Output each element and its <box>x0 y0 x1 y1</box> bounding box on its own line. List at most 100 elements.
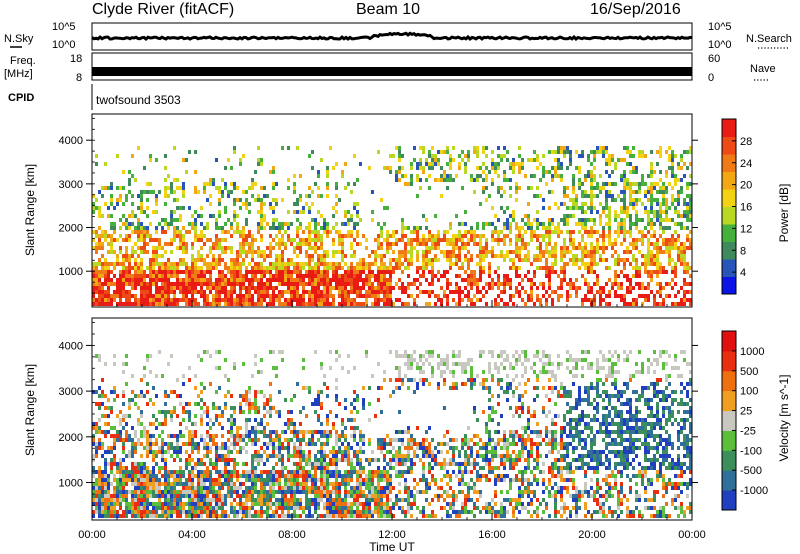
nsearch-label: N.Search <box>746 33 792 45</box>
heatmap-cell <box>209 278 212 282</box>
heatmap-cell <box>116 486 119 490</box>
heatmap-cell <box>194 402 197 406</box>
heatmap-cell <box>122 294 125 298</box>
heatmap-cell <box>92 246 95 250</box>
heatmap-cell <box>659 154 662 158</box>
heatmap-cell <box>242 506 245 510</box>
heatmap-cell <box>272 454 275 458</box>
heatmap-cell <box>464 162 467 166</box>
heatmap-cell <box>353 270 356 274</box>
heatmap-cell <box>272 278 275 282</box>
heatmap-cell <box>689 230 692 234</box>
heatmap-cell <box>221 278 224 282</box>
heatmap-cell <box>224 230 227 234</box>
heatmap-cell <box>116 462 119 466</box>
heatmap-cell <box>629 278 632 282</box>
heatmap-cell <box>302 282 305 286</box>
heatmap-cell <box>92 442 95 446</box>
heatmap-cell <box>647 286 650 290</box>
heatmap-cell <box>614 218 617 222</box>
heatmap-cell <box>116 430 119 434</box>
heatmap-cell <box>686 202 689 206</box>
heatmap-cell <box>302 230 305 234</box>
heatmap-cell <box>170 210 173 214</box>
heatmap-cell <box>194 150 197 154</box>
heatmap-cell <box>185 442 188 446</box>
heatmap-cell <box>668 238 671 242</box>
heatmap-cell <box>329 262 332 266</box>
heatmap-cell <box>614 214 617 218</box>
heatmap-cell <box>668 182 671 186</box>
heatmap-cell <box>230 290 233 294</box>
heatmap-cell <box>212 262 215 266</box>
heatmap-cell <box>158 498 161 502</box>
heatmap-cell <box>386 282 389 286</box>
heatmap-cell <box>152 486 155 490</box>
heatmap-cell <box>227 230 230 234</box>
heatmap-cell <box>608 226 611 230</box>
heatmap-cell <box>116 514 119 518</box>
heatmap-cell <box>560 282 563 286</box>
heatmap-cell <box>254 490 257 494</box>
heatmap-cell <box>566 150 569 154</box>
heatmap-cell <box>104 466 107 470</box>
heatmap-cell <box>116 198 119 202</box>
heatmap-cell <box>179 494 182 498</box>
heatmap-cell <box>422 238 425 242</box>
heatmap-cell <box>671 174 674 178</box>
heatmap-cell <box>218 226 221 230</box>
heatmap-cell <box>101 414 104 418</box>
heatmap-cell <box>128 402 131 406</box>
heatmap-cell <box>239 270 242 274</box>
heatmap-cell <box>305 486 308 490</box>
heatmap-cell <box>170 214 173 218</box>
heatmap-cell <box>224 474 227 478</box>
heatmap-cell <box>275 202 278 206</box>
heatmap-cell <box>173 474 176 478</box>
heatmap-cell <box>164 262 167 266</box>
heatmap-cell <box>254 478 257 482</box>
heatmap-cell <box>212 494 215 498</box>
heatmap-cell <box>200 230 203 234</box>
heatmap-cell <box>182 194 185 198</box>
heatmap-cell <box>125 482 128 486</box>
heatmap-cell <box>191 290 194 294</box>
heatmap-cell <box>680 258 683 262</box>
heatmap-cell <box>614 182 617 186</box>
heatmap-cell <box>119 474 122 478</box>
heatmap-cell <box>140 494 143 498</box>
heatmap-cell <box>173 446 176 450</box>
heatmap-cell <box>380 286 383 290</box>
heatmap-cell <box>608 222 611 226</box>
heatmap-cell <box>266 254 269 258</box>
heatmap-cell <box>587 298 590 302</box>
heatmap-cell <box>461 186 464 190</box>
heatmap-cell <box>404 290 407 294</box>
heatmap-cell <box>236 494 239 498</box>
heatmap-cell <box>686 282 689 286</box>
heatmap-cell <box>230 250 233 254</box>
heatmap-cell <box>638 218 641 222</box>
heatmap-cell <box>239 250 242 254</box>
heatmap-cell <box>200 486 203 490</box>
heatmap-cell <box>656 250 659 254</box>
heatmap-cell <box>599 246 602 250</box>
heatmap-cell <box>515 270 518 274</box>
heatmap-cell <box>146 402 149 406</box>
heatmap-cell <box>125 470 128 474</box>
heatmap-cell <box>479 174 482 178</box>
heatmap-cell <box>125 238 128 242</box>
heatmap-cell <box>629 234 632 238</box>
heatmap-cell <box>314 274 317 278</box>
heatmap-cell <box>425 278 428 282</box>
heatmap-cell <box>233 462 236 466</box>
heatmap-cell <box>119 502 122 506</box>
heatmap-cell <box>299 282 302 286</box>
heatmap-cell <box>311 246 314 250</box>
heatmap-cell <box>101 294 104 298</box>
heatmap-cell <box>503 274 506 278</box>
heatmap-cell <box>293 290 296 294</box>
heatmap-cell <box>686 270 689 274</box>
heatmap-cell <box>113 494 116 498</box>
heatmap-cell <box>221 506 224 510</box>
